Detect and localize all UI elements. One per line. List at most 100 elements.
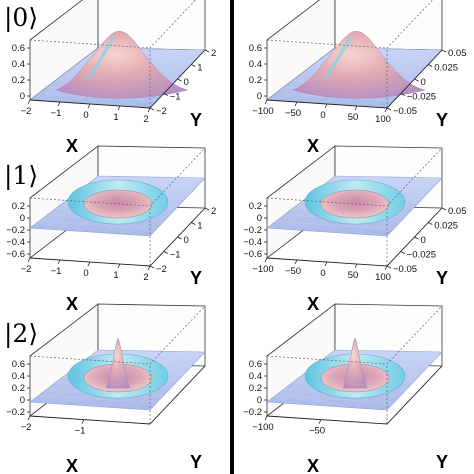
z-tick-label: 0.2: [249, 75, 262, 86]
z-tick-label: 0.6: [12, 359, 25, 370]
x-axis-label: X: [307, 136, 319, 156]
panel-n0-right: 0.6 0.4 0.2 0 −100 −50 0 50 100 X 0.05 0.025 0 −0.025…: [249, 0, 467, 156]
z-tick-label: 0.4: [12, 59, 25, 70]
y-tick-label: 0.05: [448, 48, 467, 59]
x-tick: [147, 265, 151, 271]
y-tick-label: 0: [421, 77, 426, 88]
x-tick: [117, 105, 121, 111]
x-axis-label: X: [66, 136, 78, 156]
y-tick: [428, 222, 433, 225]
x-tick: [87, 103, 91, 109]
x-axis-label: X: [66, 294, 78, 314]
y-tick: [204, 49, 210, 53]
y-axis-label: Y: [190, 452, 202, 472]
z-tick-label: 0.6: [12, 43, 25, 54]
x-tick: [27, 257, 31, 263]
x-axis-label: X: [307, 456, 319, 474]
z-tick-label: −0.6: [243, 249, 262, 260]
x-tick: [117, 263, 121, 269]
box-base-front-edges: [266, 365, 443, 425]
panel-n1-right: 0.20−0.2−0.4−0.6−100 −50 0 50 100X0.050.0250…: [243, 145, 467, 314]
y-tick-label: 0.025: [434, 221, 458, 232]
x-tick-label: 2: [143, 272, 148, 283]
y-tick: [386, 265, 392, 269]
x-tick-label: 0: [83, 110, 88, 121]
x-tick-label: 100: [375, 114, 391, 125]
y-tick: [400, 93, 405, 96]
panel-n2-left: 0.60.40.20−0.2 −2 −1 X Y |2⟩: [4, 303, 206, 474]
y-tick: [191, 222, 196, 225]
z-tick-label: −0.2: [243, 407, 262, 418]
box-top-front-edges: [266, 0, 433, 49]
y-tick-label: 2: [211, 206, 216, 217]
y-tick: [204, 207, 210, 211]
y-tick-label: 1: [197, 63, 202, 74]
box-top-front-edges: [29, 147, 206, 207]
z-tick-label: −0.2: [243, 225, 262, 236]
x-tick-label: −1: [51, 266, 62, 277]
z-tick-label: 0.2: [12, 75, 25, 86]
x-tick: [147, 107, 151, 113]
z-tick-label: 0.2: [249, 383, 262, 394]
y-tick: [386, 107, 392, 111]
y-tick-label: −0.025: [407, 92, 436, 103]
box-top-front-edges: [266, 305, 443, 365]
peak-highlight: [86, 37, 116, 79]
x-tick: [354, 105, 358, 111]
y-tick: [149, 265, 155, 269]
x-axis-label: X: [307, 294, 319, 314]
x-tick: [384, 107, 388, 113]
x-tick: [57, 101, 61, 107]
z-tick-label: −0.2: [6, 407, 25, 418]
y-axis-label: Y: [190, 110, 202, 130]
y-tick: [414, 236, 419, 240]
x-tick: [27, 415, 31, 421]
y-tick-label: 0.025: [434, 63, 458, 74]
y-tick-label: −0.025: [407, 250, 436, 261]
x-tick: [324, 261, 328, 267]
z-tick-label: 0: [20, 213, 25, 224]
x-tick: [294, 259, 298, 265]
y-tick-label: −0.05: [393, 264, 417, 275]
y-axis-label: Y: [436, 268, 448, 288]
x-tick: [87, 261, 91, 267]
z-tick-label: 0.4: [249, 59, 262, 70]
x-tick-label: 50: [348, 270, 359, 281]
y-tick-label: 0.05: [448, 206, 467, 217]
x-tick: [318, 419, 322, 424]
x-tick-label: 2: [143, 114, 148, 125]
panel-divider: [230, 0, 234, 474]
box-base-front-edges: [29, 365, 206, 425]
z-tick-label: 0.4: [249, 371, 262, 382]
gaussian-peak: [292, 31, 426, 99]
z-tick-label: 0.6: [249, 43, 262, 54]
x-tick: [324, 103, 328, 109]
x-tick-label: −50: [285, 266, 301, 277]
panel-n2-right: 0.60.40.20−0.2 −100 −50 X Y: [243, 303, 448, 474]
x-tick: [264, 415, 268, 421]
y-tick-label: 0: [421, 235, 426, 246]
y-tick-label: 2: [211, 48, 216, 59]
y-tick-label: −0.05: [393, 106, 417, 117]
y-tick: [177, 78, 182, 82]
z-tick-label: 0.6: [249, 359, 262, 370]
x-tick: [354, 263, 358, 269]
y-tick: [414, 78, 419, 82]
z-tick-label: 0.2: [12, 383, 25, 394]
x-tick-label: −100: [252, 422, 273, 433]
state-label: |0⟩: [4, 3, 38, 33]
z-tick-label: 0: [257, 395, 262, 406]
z-tick-label: 0.2: [12, 201, 25, 212]
state-label: |2⟩: [4, 319, 38, 349]
x-tick-label: −1: [75, 426, 86, 437]
state-label: |1⟩: [4, 161, 38, 191]
y-tick-label: 0: [184, 235, 189, 246]
x-tick: [264, 99, 268, 105]
x-tick-label: −2: [21, 264, 32, 275]
x-tick: [384, 265, 388, 271]
box-top-front-edges: [29, 305, 206, 365]
y-axis-label: Y: [436, 452, 448, 472]
